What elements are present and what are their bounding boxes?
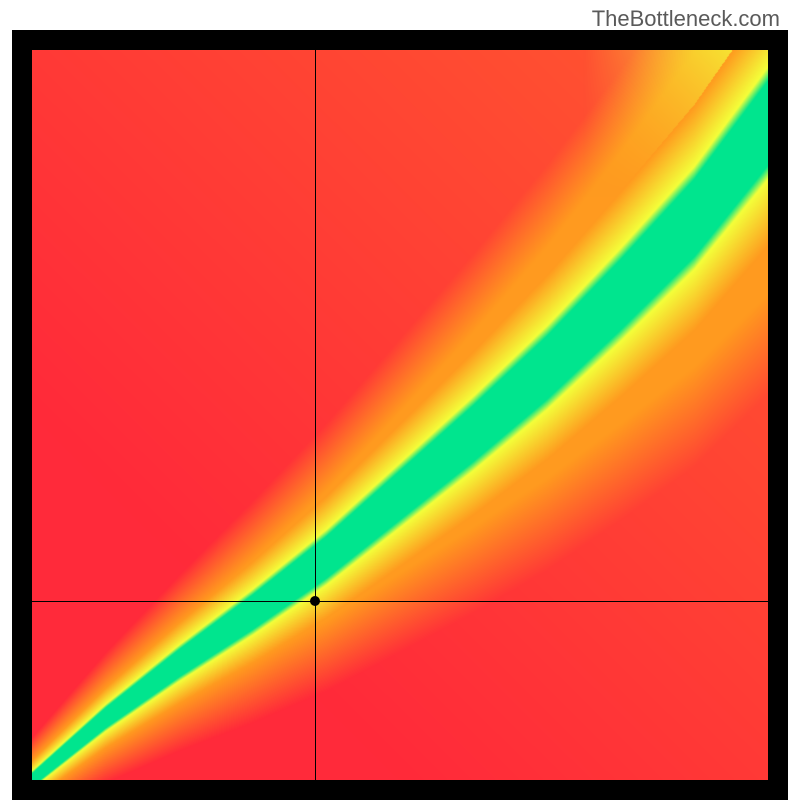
heatmap-canvas	[32, 50, 768, 780]
crosshair-vertical	[315, 50, 316, 780]
crosshair-horizontal	[32, 601, 768, 602]
data-point-marker	[310, 596, 320, 606]
chart-frame	[12, 30, 788, 800]
watermark-text: TheBottleneck.com	[592, 6, 780, 32]
heatmap-plot-area	[32, 50, 768, 780]
